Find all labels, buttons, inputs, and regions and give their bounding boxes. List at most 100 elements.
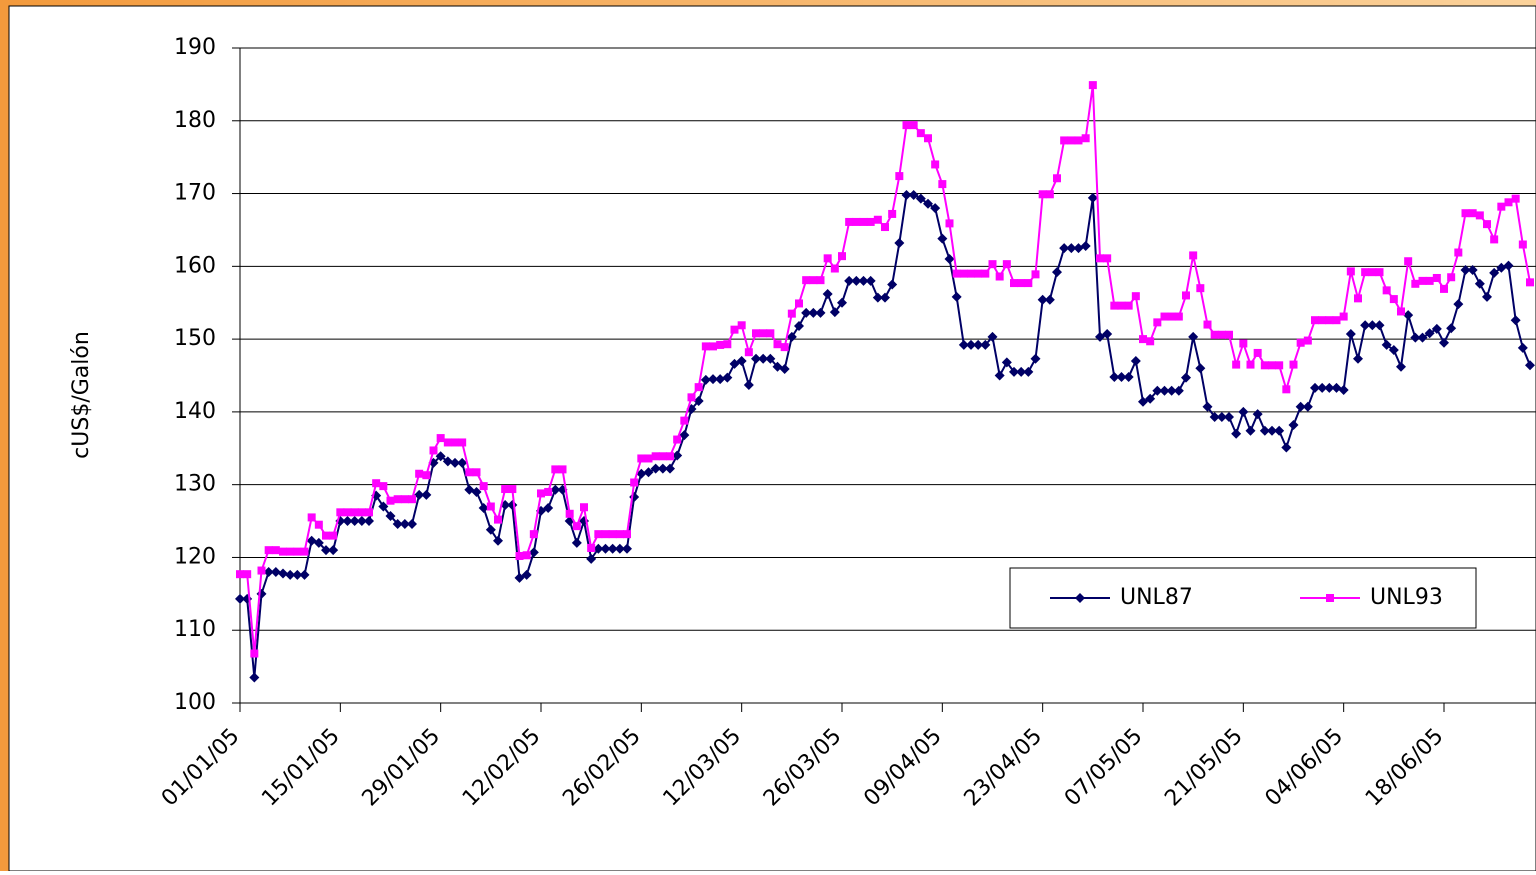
point: [1001, 357, 1012, 368]
point: [1045, 190, 1054, 199]
point: [1432, 273, 1441, 282]
point: [1202, 401, 1213, 412]
point: [1295, 401, 1306, 412]
point: [994, 370, 1005, 381]
point: [1410, 332, 1421, 343]
point: [1382, 286, 1391, 295]
point: [1510, 315, 1521, 326]
point: [594, 530, 603, 539]
point: [894, 238, 905, 249]
y-tick-label: 150: [174, 326, 216, 351]
point: [765, 353, 776, 364]
point: [379, 482, 388, 491]
y-tick-label: 140: [174, 399, 216, 424]
point: [837, 297, 847, 308]
point: [966, 339, 976, 350]
point: [1139, 335, 1147, 344]
point: [250, 649, 259, 658]
point: [859, 217, 868, 226]
point: [393, 495, 402, 504]
point: [1053, 174, 1061, 183]
point: [1181, 372, 1191, 383]
point: [1431, 323, 1442, 334]
point: [1037, 294, 1048, 305]
point: [601, 530, 610, 539]
point: [644, 454, 653, 463]
point: [278, 568, 288, 579]
point: [236, 570, 244, 579]
point: [1367, 320, 1378, 331]
point: [902, 121, 911, 130]
point: [651, 452, 660, 461]
point: [959, 269, 968, 278]
point: [372, 479, 381, 488]
point: [1345, 329, 1356, 340]
point: [270, 567, 281, 577]
y-tick-label: 190: [174, 35, 216, 60]
point: [580, 503, 588, 512]
point: [1024, 279, 1033, 288]
point: [995, 272, 1004, 281]
point: [1232, 360, 1241, 369]
point: [865, 275, 876, 286]
point: [1361, 268, 1370, 277]
point: [307, 513, 316, 522]
point: [657, 463, 668, 474]
point: [1332, 316, 1341, 325]
point: [1425, 276, 1434, 285]
point: [1368, 268, 1377, 277]
point: [342, 516, 353, 527]
point: [1030, 353, 1041, 364]
point: [1490, 235, 1499, 244]
point: [888, 209, 897, 218]
point: [1096, 254, 1104, 263]
point: [1518, 240, 1527, 249]
point: [1288, 419, 1299, 430]
point: [1268, 361, 1276, 370]
point: [407, 518, 417, 529]
point: [715, 374, 726, 385]
point: [457, 457, 468, 468]
point: [1123, 371, 1134, 382]
point: [537, 489, 545, 498]
point: [1217, 330, 1226, 339]
y-tick-label: 180: [174, 108, 216, 133]
point: [422, 471, 431, 480]
point: [378, 501, 389, 512]
point: [1052, 267, 1062, 278]
point: [1260, 361, 1269, 370]
point: [1503, 260, 1514, 271]
legend-marker: [1075, 593, 1085, 603]
point: [1246, 360, 1255, 369]
point: [1166, 385, 1177, 396]
point: [672, 450, 683, 461]
point: [608, 530, 617, 539]
point: [1310, 382, 1320, 393]
point: [901, 190, 912, 201]
point: [1338, 385, 1349, 396]
point: [1110, 301, 1119, 310]
point: [1389, 295, 1398, 304]
point: [264, 546, 273, 555]
point: [787, 309, 796, 318]
point: [1124, 301, 1133, 310]
point: [822, 288, 833, 299]
point: [1253, 348, 1262, 357]
point: [1468, 209, 1477, 218]
point: [600, 543, 611, 554]
point: [1074, 136, 1083, 145]
point: [614, 543, 625, 554]
point: [944, 254, 955, 265]
point: [243, 570, 252, 579]
point: [643, 467, 654, 478]
point: [1274, 425, 1285, 436]
point: [1038, 190, 1047, 199]
point: [1010, 279, 1018, 288]
point: [314, 520, 323, 529]
y-tick-label: 130: [174, 472, 216, 497]
point: [1080, 240, 1091, 251]
point: [1131, 292, 1140, 301]
point: [1317, 382, 1328, 393]
point: [1081, 134, 1090, 143]
